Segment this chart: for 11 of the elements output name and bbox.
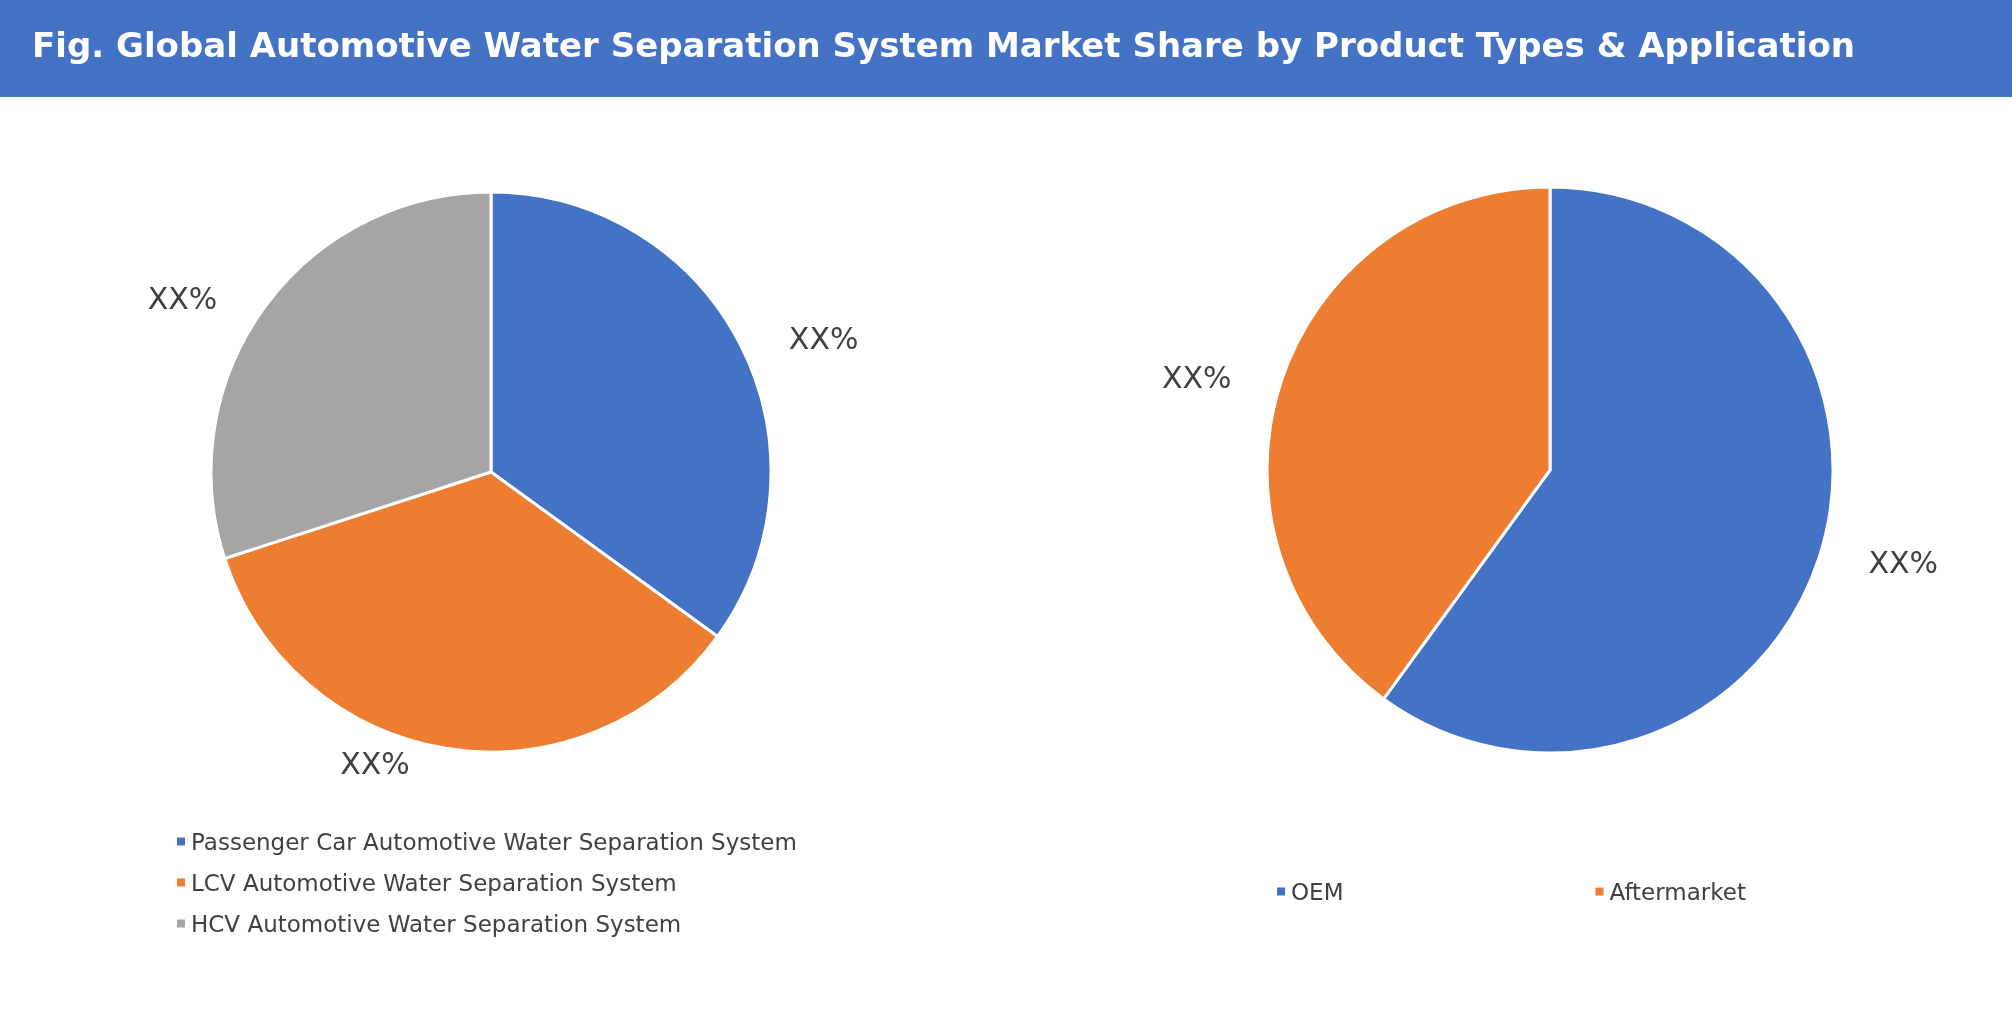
legend-label: Aftermarket xyxy=(1609,878,1746,905)
data-label: XX% xyxy=(788,320,859,356)
data-label: XX% xyxy=(1868,544,1939,580)
data-label: XX% xyxy=(147,281,218,317)
text: Fig. Global Automotive Water Separation System Market Share by Product Types & Application xyxy=(0,0,2012,97)
data-label: XX% xyxy=(1161,360,1232,396)
legend-label: Passenger Car Automotive Water Separation System xyxy=(191,828,797,855)
legend-label: OEM xyxy=(1291,878,1344,905)
data-label: XX% xyxy=(340,745,410,781)
legend-label: LCV Automotive Water Separation System xyxy=(191,869,677,896)
legend-label: HCV Automotive Water Separation System xyxy=(191,910,682,937)
